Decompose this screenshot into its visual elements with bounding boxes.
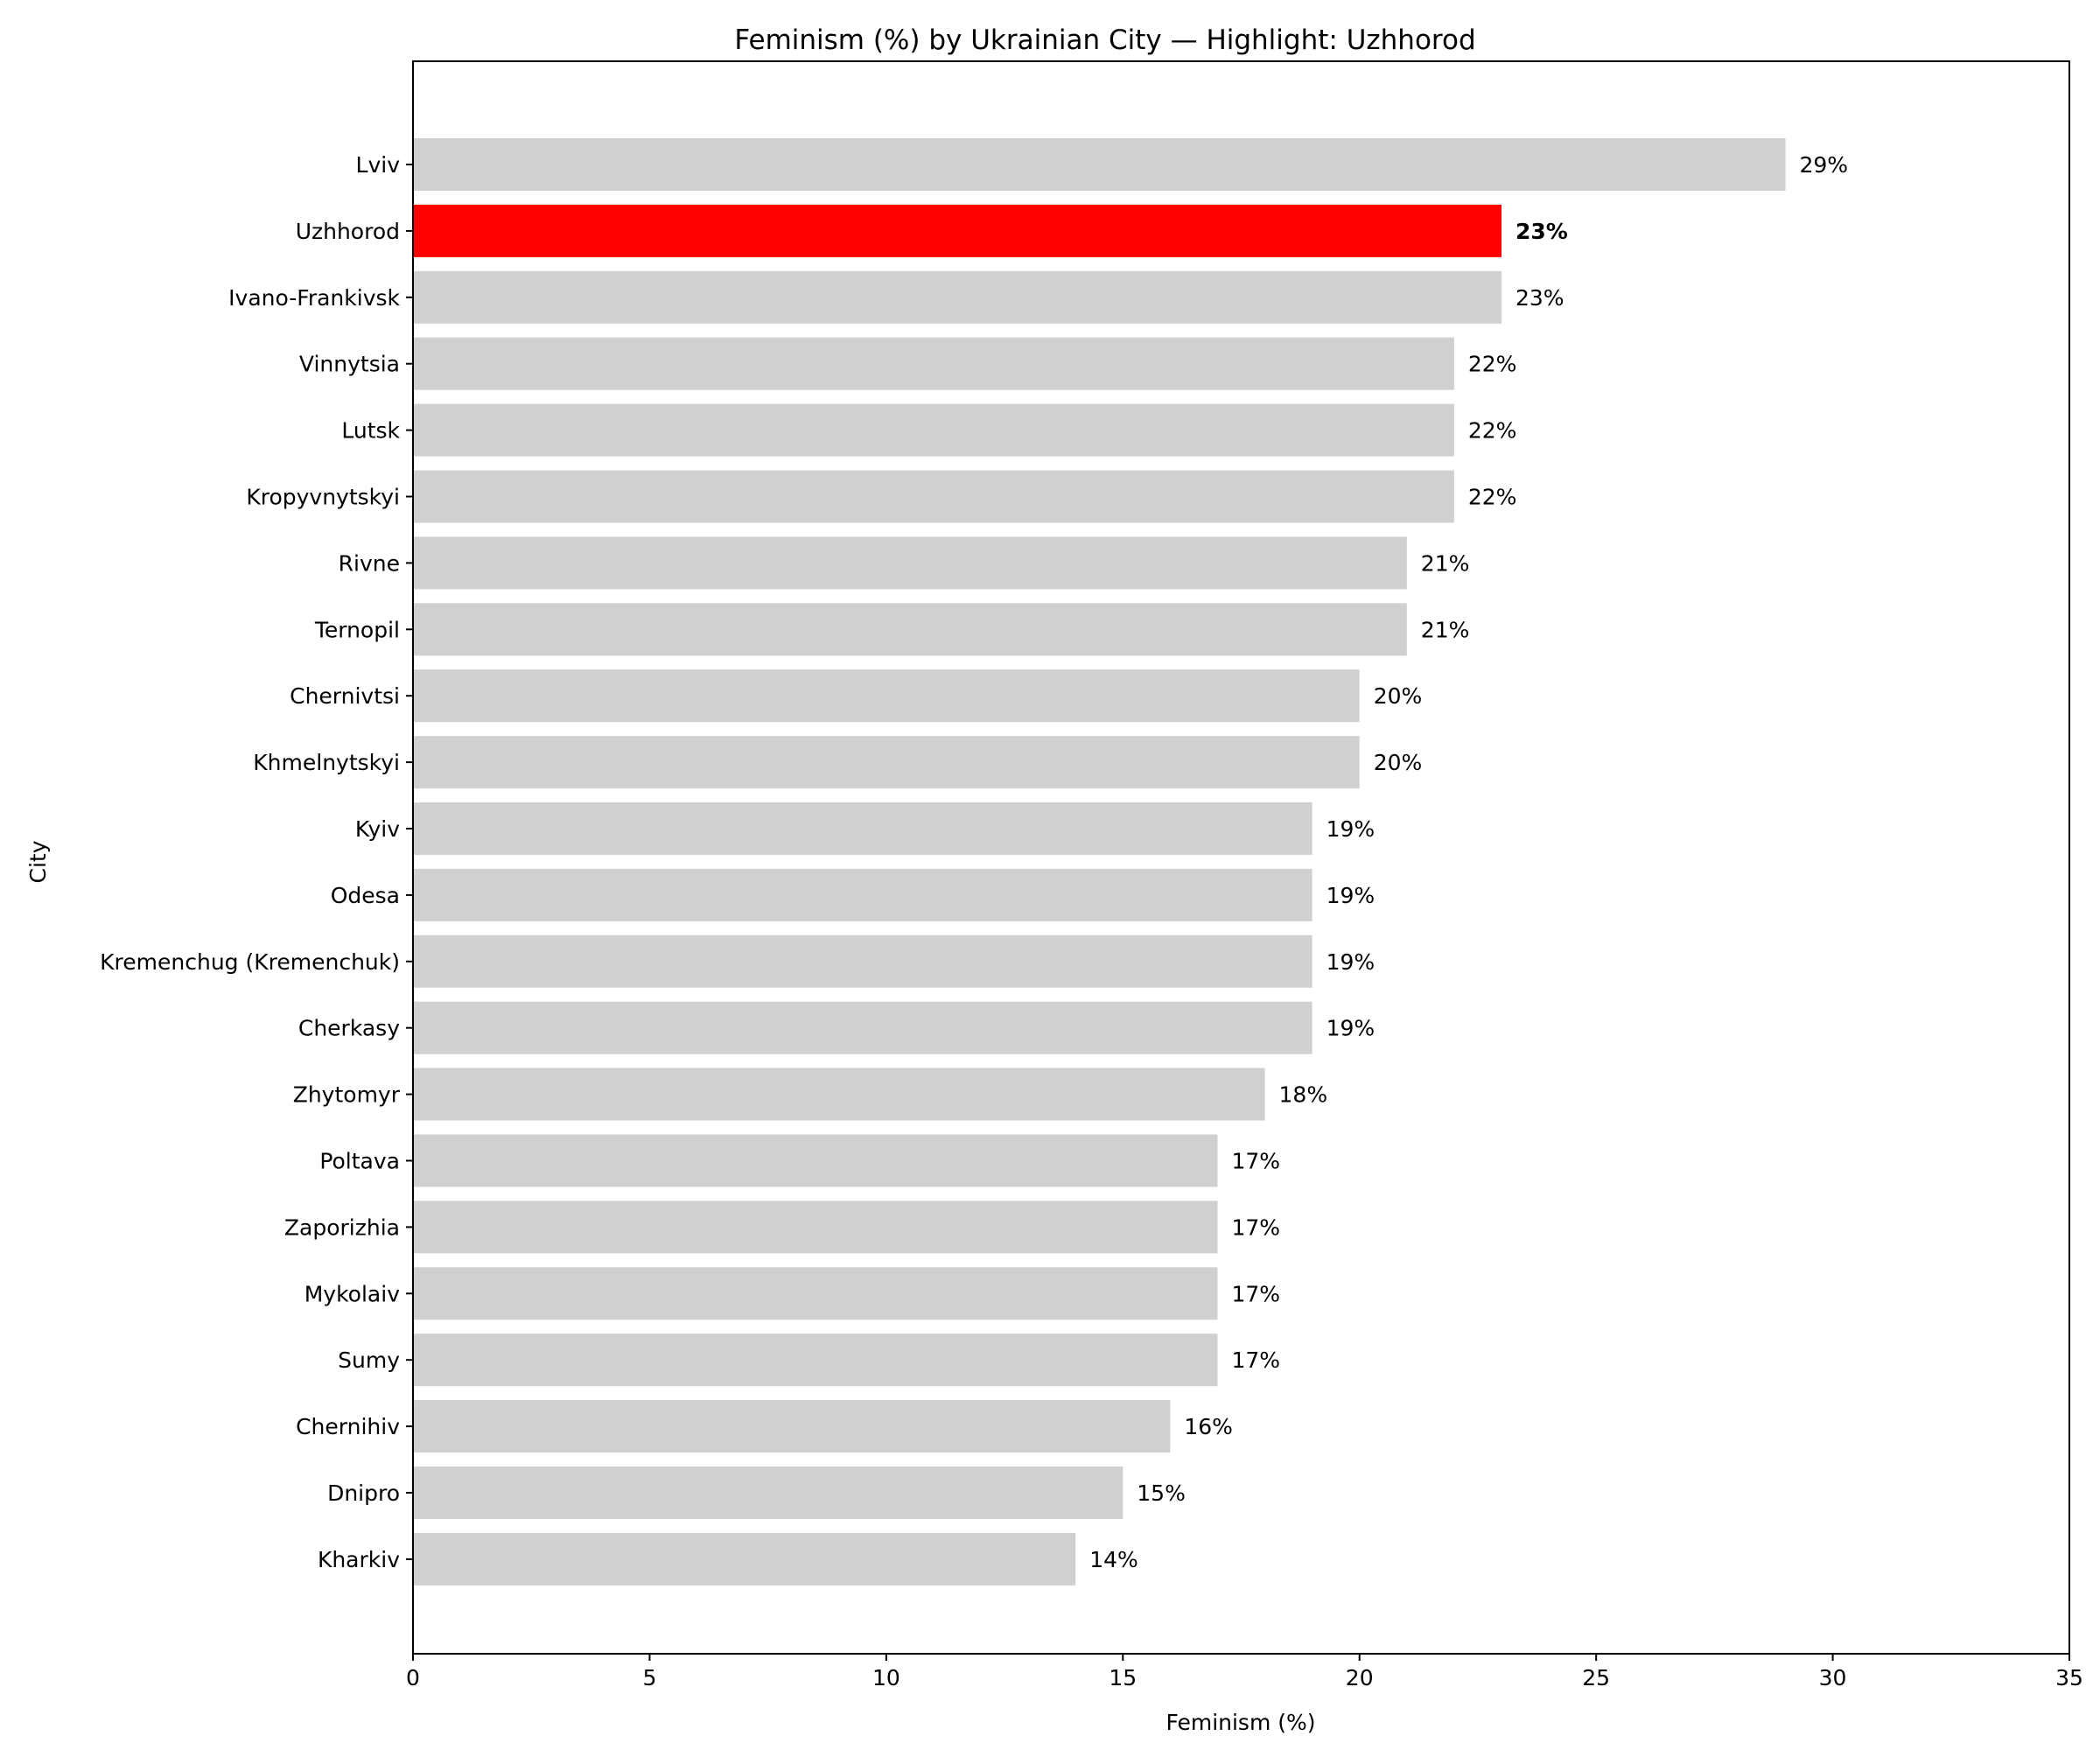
bar-kyiv — [413, 802, 1312, 855]
y-tick-label: Uzhhorod — [296, 219, 400, 244]
bar-zaporizhia — [413, 1200, 1218, 1254]
value-label: 22% — [1468, 418, 1517, 444]
value-label: 20% — [1374, 750, 1423, 775]
value-label: 17% — [1231, 1281, 1280, 1306]
value-label: 19% — [1326, 1016, 1376, 1041]
y-axis-ticks: Lviv Uzhhorod Ivano-Frankivsk Vinnytsia Luts… — [100, 152, 413, 1572]
bar-odesa — [413, 868, 1312, 921]
x-tick-label: 20 — [1346, 1665, 1374, 1690]
value-label: 29% — [1799, 152, 1848, 178]
y-tick-label: Zaporizhia — [284, 1214, 400, 1240]
bar-khmelnytskyi — [413, 736, 1360, 789]
x-tick-label: 25 — [1582, 1665, 1610, 1690]
bar-cherkasy — [413, 1001, 1312, 1054]
value-label: 21% — [1421, 617, 1470, 642]
y-tick-label: Ivano-Frankivsk — [228, 285, 400, 311]
bar-ivano-frankivsk — [413, 270, 1502, 324]
x-tick-label: 10 — [872, 1665, 900, 1690]
y-tick-label: Lutsk — [341, 418, 400, 444]
x-axis-label: Feminism (%) — [1166, 1710, 1315, 1735]
y-axis-label: City — [25, 840, 51, 883]
y-tick-label: Khmelnytskyi — [253, 750, 400, 775]
value-label: 23% — [1516, 219, 1568, 244]
plot-frame — [412, 60, 2070, 1655]
chart-title: Feminism (%) by Ukrainian City — Highlig… — [734, 24, 1475, 56]
value-label: 16% — [1184, 1414, 1233, 1439]
y-tick-label: Kropyvnytskyi — [246, 485, 400, 510]
y-tick-label: Kremenchug (Kremenchuk) — [100, 949, 400, 975]
bar-lutsk — [413, 403, 1454, 457]
bar-dnipro — [413, 1466, 1124, 1519]
bar-mykolaiv — [413, 1267, 1218, 1320]
value-label: 20% — [1374, 683, 1423, 709]
value-label: 17% — [1231, 1348, 1280, 1373]
value-label: 15% — [1137, 1480, 1186, 1506]
value-label: 23% — [1516, 285, 1564, 311]
bar-poltava — [413, 1134, 1218, 1187]
value-label: 17% — [1231, 1214, 1280, 1240]
value-label: 22% — [1468, 352, 1517, 377]
value-labels-layer: 29% 23% 23% 22% 22% 22% 21% 21% 20% 20% 19% 19% 19% 1… — [1089, 152, 1848, 1572]
value-label: 17% — [1231, 1149, 1280, 1174]
bar-uzhhorod — [413, 204, 1502, 257]
bars-layer — [413, 138, 1786, 1586]
value-label: 22% — [1468, 485, 1517, 510]
bar-rivne — [413, 536, 1407, 590]
y-tick-label: Cherkasy — [298, 1016, 400, 1041]
value-label: 19% — [1326, 949, 1376, 975]
y-tick-label: Kharkiv — [318, 1547, 400, 1572]
value-label: 21% — [1421, 550, 1470, 576]
value-label: 19% — [1326, 816, 1376, 842]
bar-kharkiv — [413, 1532, 1076, 1586]
y-tick-label: Dnipro — [327, 1480, 400, 1506]
y-tick-label: Vinnytsia — [299, 352, 400, 377]
value-label: 18% — [1279, 1082, 1328, 1108]
x-tick-label: 5 — [642, 1665, 656, 1690]
y-tick-label: Poltava — [319, 1149, 400, 1174]
y-tick-label: Chernihiv — [296, 1414, 400, 1439]
bar-kropyvnytskyi — [413, 470, 1454, 523]
value-label: 19% — [1326, 883, 1376, 908]
y-tick-label: Rivne — [339, 550, 400, 576]
x-axis-ticks: 0 5 10 15 20 25 30 35 — [406, 1654, 2083, 1690]
y-tick-label: Sumy — [338, 1348, 400, 1373]
y-tick-label: Chernivtsi — [290, 683, 400, 709]
y-tick-label: Zhytomyr — [293, 1082, 401, 1108]
bar-ternopil — [413, 603, 1407, 656]
bar-chernihiv — [413, 1400, 1171, 1453]
bar-kremenchug-kremenchuk — [413, 934, 1312, 988]
x-tick-label: 30 — [1819, 1665, 1847, 1690]
bar-lviv — [413, 138, 1786, 191]
y-tick-label: Odesa — [331, 883, 400, 908]
bar-zhytomyr — [413, 1068, 1265, 1121]
bar-sumy — [413, 1334, 1218, 1387]
y-tick-label: Ternopil — [314, 617, 400, 642]
y-tick-label: Kyiv — [355, 816, 400, 842]
y-tick-label: Mykolaiv — [304, 1281, 400, 1306]
value-label: 14% — [1089, 1547, 1138, 1572]
bar-vinnytsia — [413, 337, 1454, 390]
x-tick-label: 0 — [406, 1665, 420, 1690]
x-tick-label: 15 — [1109, 1665, 1137, 1690]
bar-chernivtsi — [413, 669, 1360, 723]
y-tick-label: Lviv — [356, 152, 401, 178]
x-tick-label: 35 — [2055, 1665, 2083, 1690]
